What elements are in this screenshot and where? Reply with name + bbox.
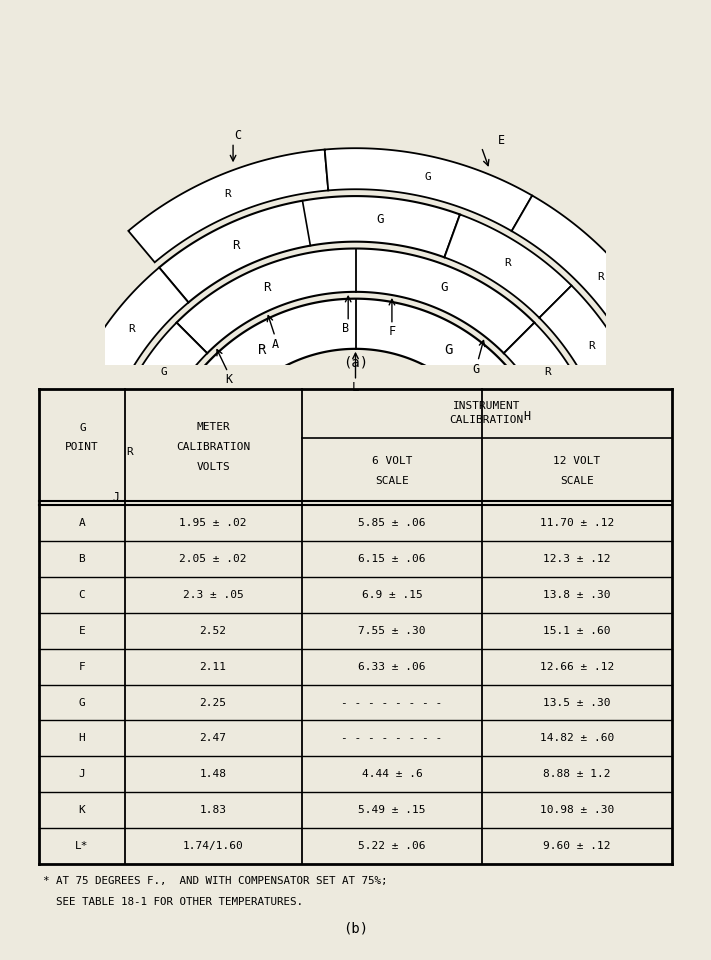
Text: E: E — [498, 133, 505, 147]
Text: C: C — [234, 129, 241, 142]
Text: L*: L* — [75, 841, 89, 852]
Polygon shape — [444, 214, 572, 318]
Text: 6.15 ± .06: 6.15 ± .06 — [358, 554, 426, 564]
Text: R: R — [263, 281, 271, 295]
Text: G: G — [424, 172, 431, 181]
Polygon shape — [79, 268, 188, 392]
Text: J: J — [113, 492, 120, 505]
Text: B: B — [78, 554, 85, 564]
Text: SEE TABLE 18-1 FOR OTHER TEMPERATURES.: SEE TABLE 18-1 FOR OTHER TEMPERATURES. — [43, 897, 303, 906]
Text: G: G — [160, 367, 167, 377]
Polygon shape — [325, 148, 533, 231]
Text: 5.22 ± .06: 5.22 ± .06 — [358, 841, 426, 852]
Text: 8.88 ± 1.2: 8.88 ± 1.2 — [543, 769, 611, 780]
Text: 13.5 ± .30: 13.5 ± .30 — [543, 698, 611, 708]
Text: R: R — [128, 324, 134, 334]
Text: * AT 75 DEGREES F.,  AND WITH COMPENSATOR SET AT 75%;: * AT 75 DEGREES F., AND WITH COMPENSATOR… — [43, 876, 387, 885]
Text: 7.55 ± .30: 7.55 ± .30 — [358, 626, 426, 636]
Text: L: L — [352, 381, 359, 395]
Polygon shape — [51, 372, 120, 479]
Text: 12.3 ± .12: 12.3 ± .12 — [543, 554, 611, 564]
Text: 6.9 ± .15: 6.9 ± .15 — [361, 589, 422, 600]
Polygon shape — [512, 196, 675, 370]
Text: 12.66 ± .12: 12.66 ± .12 — [540, 661, 614, 672]
Text: 9.60 ± .12: 9.60 ± .12 — [543, 841, 611, 852]
Text: J: J — [78, 769, 85, 780]
Text: C: C — [78, 589, 85, 600]
Text: 2.25: 2.25 — [200, 698, 227, 708]
Text: R: R — [258, 343, 267, 357]
Polygon shape — [176, 249, 535, 353]
Text: 1.48: 1.48 — [200, 769, 227, 780]
Text: K: K — [225, 373, 232, 387]
Text: - - - - - - - -: - - - - - - - - — [341, 733, 442, 743]
Text: K: K — [78, 805, 85, 815]
Text: G: G — [440, 281, 448, 295]
Text: 6.33 ± .06: 6.33 ± .06 — [358, 661, 426, 672]
Polygon shape — [129, 150, 328, 262]
Text: 1.83: 1.83 — [200, 805, 227, 815]
Text: B: B — [342, 322, 350, 335]
Text: G: G — [444, 343, 453, 357]
Text: G: G — [79, 423, 86, 433]
Text: 1.95 ± .02: 1.95 ± .02 — [179, 518, 247, 528]
Text: 12 VOLT

SCALE: 12 VOLT SCALE — [553, 456, 601, 487]
Polygon shape — [504, 323, 589, 420]
Text: (b): (b) — [343, 922, 368, 936]
Text: 6 VOLT

SCALE: 6 VOLT SCALE — [372, 456, 412, 487]
Text: 5.49 ± .15: 5.49 ± .15 — [358, 805, 426, 815]
Text: R: R — [544, 367, 551, 377]
Text: G: G — [473, 363, 480, 375]
Text: E: E — [78, 626, 85, 636]
Text: 2.11: 2.11 — [200, 661, 227, 672]
Text: 2.3 ± .05: 2.3 ± .05 — [183, 589, 243, 600]
Text: 15.1 ± .60: 15.1 ± .60 — [543, 626, 611, 636]
Text: A: A — [272, 338, 279, 350]
Text: 5.85 ± .06: 5.85 ± .06 — [358, 518, 426, 528]
Text: F: F — [78, 661, 85, 672]
Text: INSTRUMENT
CALIBRATION: INSTRUMENT CALIBRATION — [449, 401, 524, 425]
Text: R: R — [126, 446, 133, 457]
Text: 2.05 ± .02: 2.05 ± .02 — [179, 554, 247, 564]
Polygon shape — [159, 196, 460, 302]
Text: R: R — [225, 189, 232, 199]
Text: R: R — [504, 258, 510, 268]
Text: METER

CALIBRATION

VOLTS: METER CALIBRATION VOLTS — [176, 422, 250, 472]
Text: 1.74/1.60: 1.74/1.60 — [183, 841, 243, 852]
Text: R: R — [588, 341, 594, 350]
Text: 2.52: 2.52 — [200, 626, 227, 636]
Text: A: A — [78, 518, 85, 528]
Text: - - - - - - - -: - - - - - - - - — [341, 698, 442, 708]
Text: 14.82 ± .60: 14.82 ± .60 — [540, 733, 614, 743]
Text: 2.47: 2.47 — [200, 733, 227, 743]
Text: H: H — [523, 411, 530, 423]
Text: (a): (a) — [343, 355, 368, 370]
Text: F: F — [388, 325, 395, 338]
Text: G: G — [78, 698, 85, 708]
Text: R: R — [232, 239, 240, 252]
Polygon shape — [175, 299, 536, 432]
Text: 11.70 ± .12: 11.70 ± .12 — [540, 518, 614, 528]
Polygon shape — [122, 323, 207, 420]
Text: G: G — [376, 213, 384, 227]
Polygon shape — [102, 402, 162, 494]
Text: H: H — [78, 733, 85, 743]
Text: 13.8 ± .30: 13.8 ± .30 — [543, 589, 611, 600]
Text: 10.98 ± .30: 10.98 ± .30 — [540, 805, 614, 815]
Text: R: R — [597, 272, 604, 281]
Polygon shape — [539, 285, 638, 404]
Text: 4.44 ± .6: 4.44 ± .6 — [361, 769, 422, 780]
Text: POINT: POINT — [65, 442, 99, 452]
